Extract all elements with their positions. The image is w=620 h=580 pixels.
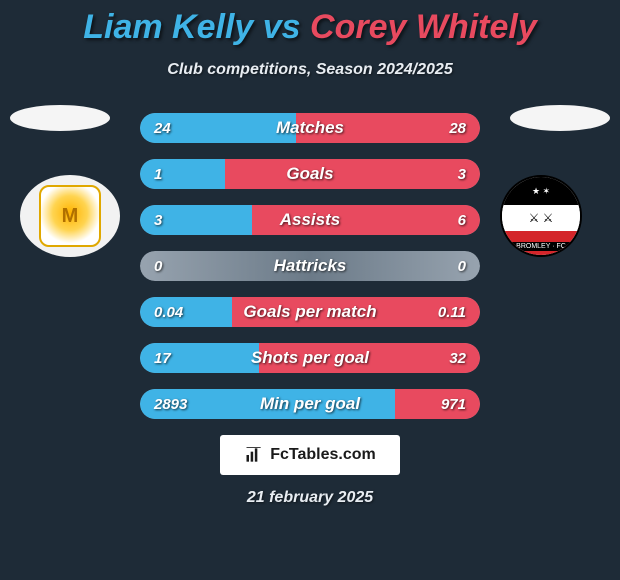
stat-label: Goals <box>140 159 480 189</box>
stat-row: 2428Matches <box>140 113 480 143</box>
player2-club-badge: ★ ✶ ⚔ ⚔ · BROMLEY · FC · <box>500 175 600 257</box>
footer-date: 21 february 2025 <box>0 489 620 507</box>
bromley-badge-top: ★ ✶ <box>502 177 580 205</box>
stat-row: 36Assists <box>140 205 480 235</box>
stat-label: Shots per goal <box>140 343 480 373</box>
stat-row: 00Hattricks <box>140 251 480 281</box>
brand-badge: FcTables.com <box>220 435 400 475</box>
bromley-badge-mid: ⚔ ⚔ <box>502 205 580 231</box>
comparison-content: M ★ ✶ ⚔ ⚔ · BROMLEY · FC · 2428Matches 13… <box>0 113 620 419</box>
player2-flag <box>510 105 610 131</box>
brand-text: FcTables.com <box>270 446 376 464</box>
stat-row: 1732Shots per goal <box>140 343 480 373</box>
subtitle: Club competitions, Season 2024/2025 <box>0 61 620 79</box>
bromley-badge-icon: ★ ✶ ⚔ ⚔ · BROMLEY · FC · <box>500 175 582 257</box>
stat-bars-container: 2428Matches 13Goals 36Assists 00Hattricks 0.… <box>140 113 480 419</box>
comparison-title: Liam Kelly vs Corey Whitely <box>0 0 620 47</box>
player1-flag <box>10 105 110 131</box>
club-circle-left: M <box>20 175 120 257</box>
vs-text: vs <box>263 8 301 46</box>
player2-name: Corey Whitely <box>310 8 537 46</box>
stat-row: 0.040.11Goals per match <box>140 297 480 327</box>
chart-icon <box>244 445 264 465</box>
mk-dons-badge-icon: M <box>39 185 101 247</box>
stat-row: 13Goals <box>140 159 480 189</box>
stat-label: Assists <box>140 205 480 235</box>
player1-club-badge: M <box>20 175 120 257</box>
bromley-badge-band: · BROMLEY · FC · <box>506 242 576 251</box>
stat-label: Matches <box>140 113 480 143</box>
stat-row: 2893971Min per goal <box>140 389 480 419</box>
stat-label: Hattricks <box>140 251 480 281</box>
stat-label: Min per goal <box>140 389 480 419</box>
player1-name: Liam Kelly <box>83 8 253 46</box>
stat-label: Goals per match <box>140 297 480 327</box>
